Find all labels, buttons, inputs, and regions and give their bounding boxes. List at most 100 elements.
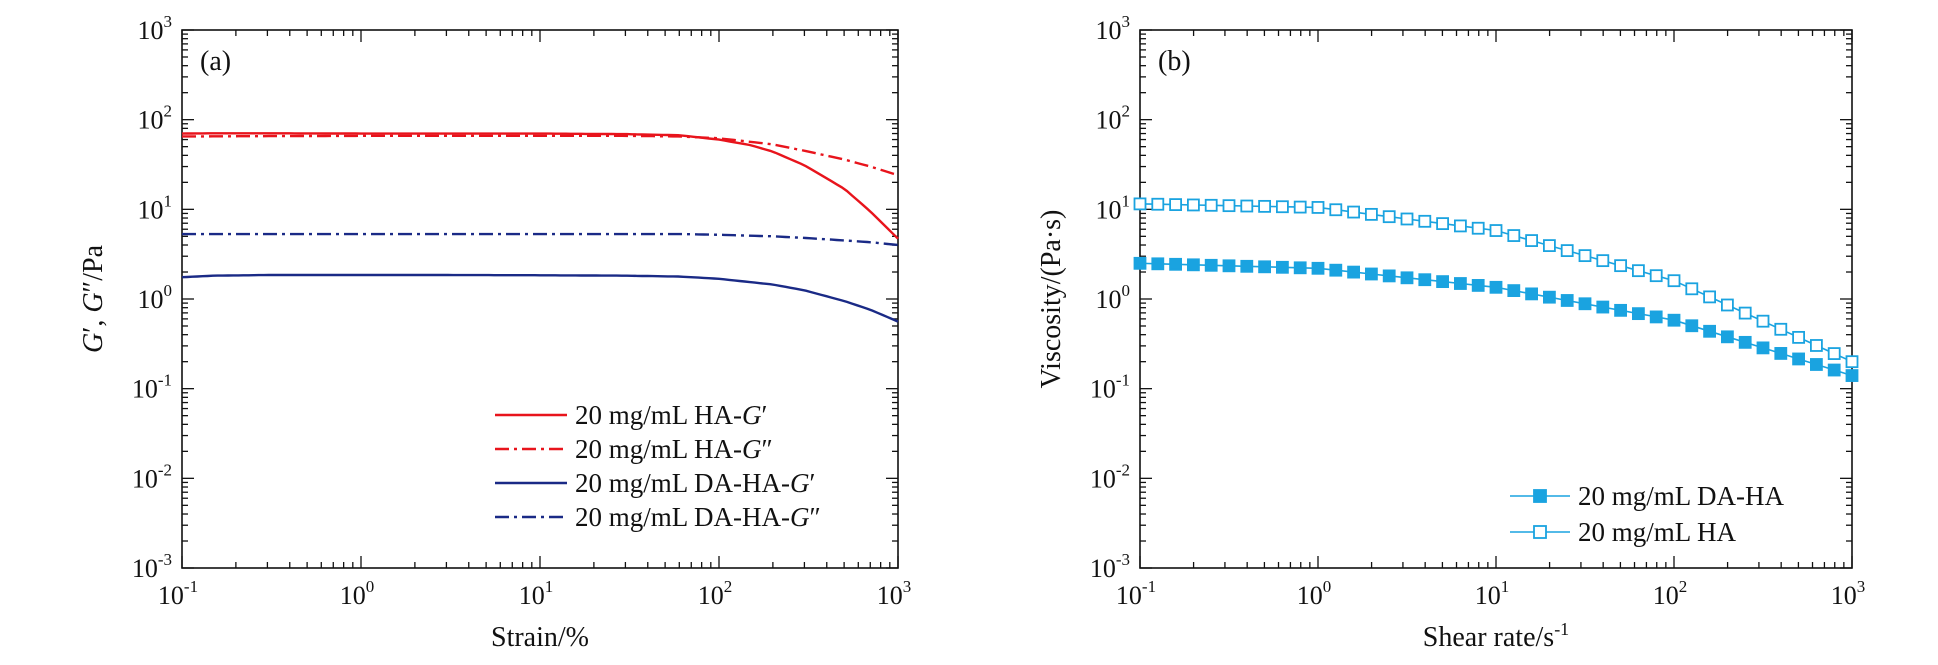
tick-exponent: 3 [1122,12,1131,31]
data-point [1454,219,1467,233]
data-point [1418,214,1432,228]
panel-a-strain-sweep: 10-1 100 101 102 10310-310-210-1100101102103… [78,12,911,653]
x-tick-label: 103 [1831,577,1866,610]
data-point [1685,282,1699,296]
data-point [1560,294,1574,307]
y-tick-label: 101 [1096,191,1131,224]
y-tick-label: 100 [1096,281,1131,314]
x-axis-title: Strain/% [491,622,589,653]
y-tick-label: 10-2 [1090,460,1130,493]
data-point [1311,261,1325,275]
data-point [1169,257,1182,271]
data-point [1507,284,1521,298]
tick-exponent: 3 [1857,577,1866,596]
data-point [1436,275,1449,289]
data-point [1133,197,1147,211]
tick-base: 10 [877,581,903,610]
tick-base: 10 [1297,581,1323,610]
tick-exponent: -2 [1116,460,1130,479]
data-point [1738,306,1752,320]
data-point [1436,217,1449,231]
tick-base: 10 [158,581,184,610]
tick-exponent: 3 [164,12,173,31]
panel-label: (a) [200,46,231,77]
y-axis-title: Viscosity/(Pa·s) [1036,210,1067,389]
panel-label: (b) [1158,46,1191,77]
data-point [1454,277,1467,290]
data-point [1703,324,1716,338]
x-tick-label: 10-1 [1116,577,1156,610]
data-point [1293,200,1307,214]
x-tick-label: 101 [519,577,554,610]
data-point [1774,347,1788,360]
legend-label: 20 mg/mL HA [1578,517,1736,547]
data-point [1596,300,1610,314]
data-point [1293,261,1307,275]
data-point [1649,269,1663,283]
tick-exponent: 1 [1501,577,1510,596]
tick-exponent: 2 [164,102,173,121]
data-point [1543,239,1556,252]
label-run: ′, [78,313,109,333]
data-point [1632,264,1645,278]
data-point [1667,313,1681,327]
tick-base: 10 [1090,375,1116,404]
data-point [1649,310,1663,324]
data-point [1329,203,1343,217]
legend-label: 20 mg/mL DA-HA [1578,481,1784,511]
tick-base: 10 [1096,16,1122,45]
tick-exponent: -1 [1142,577,1156,596]
label-run: G [78,333,109,353]
data-point [1756,314,1770,328]
y-tick-label: 10-2 [132,460,172,493]
series-line-1 [181,132,899,240]
label-run: G [742,400,762,430]
data-point [1614,259,1627,273]
data-point [1222,259,1236,273]
data-point [1560,244,1574,258]
data-point [1614,303,1627,317]
data-point [1667,274,1681,288]
y-tick-label: 102 [1096,102,1131,135]
data-point [1276,260,1289,274]
data-point [1578,249,1592,263]
x-tick-label: 102 [698,577,733,610]
series-line-4 [182,232,899,247]
tick-base: 10 [1653,581,1679,610]
tick-exponent: 2 [1679,577,1688,596]
data-point [1222,199,1236,213]
data-point [1133,256,1147,270]
data-point [1471,279,1485,292]
label-run: 20 mg/mL DA-HA- [575,502,790,532]
data-point [1543,290,1556,304]
data-point [1276,200,1289,214]
y-tick-label: 102 [138,102,173,135]
label-run: Shear rate/s [1423,622,1554,653]
data-point [1827,363,1841,377]
tick-base: 10 [519,581,545,610]
data-point [1489,280,1503,294]
data-point [1240,199,1254,213]
data-point [1845,369,1859,382]
data-point [1258,199,1271,213]
label-run: G [790,502,810,532]
tick-exponent: 0 [1122,281,1131,300]
legend: 20 mg/mL HA-G′20 mg/mL HA-G″20 mg/mL DA-… [495,400,821,532]
y-axis-title: G′, G″/Pa [78,244,109,353]
legend: 20 mg/mL DA-HA 20 mg/mL HA [1510,481,1784,547]
data-point [1471,221,1485,235]
data-point [1721,298,1734,312]
x-tick-label: 101 [1475,577,1510,610]
label-run: 20 mg/mL HA- [575,400,742,430]
label-run: -1 [1554,619,1569,639]
data-point [1845,355,1859,369]
data-point [1311,201,1325,214]
tick-exponent: -3 [158,550,172,569]
y-tick-label: 103 [1096,12,1131,45]
tick-exponent: 0 [366,577,375,596]
legend-label: 20 mg/mL DA-HA-G′ [575,468,815,498]
tick-exponent: 1 [164,191,173,210]
tick-base: 10 [1090,464,1116,493]
label-run: ′ [809,468,815,498]
